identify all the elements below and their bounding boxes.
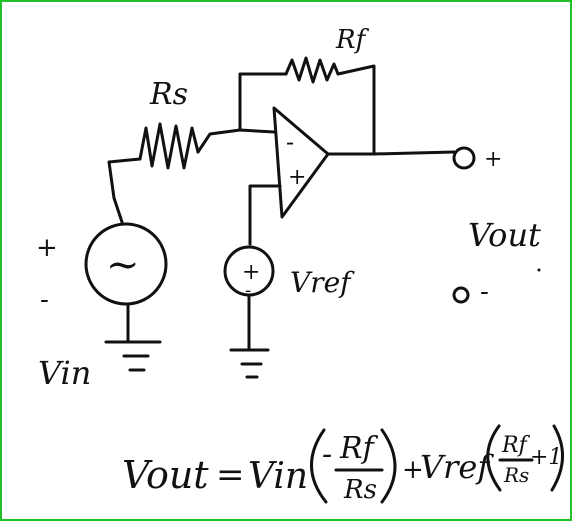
vref-plus-label: + (242, 260, 260, 285)
opamp-minus-label: - (286, 128, 294, 156)
vin-label: Vin (38, 354, 91, 392)
equation-term2-den: Rs (503, 463, 529, 487)
output-negative-terminal (452, 286, 470, 304)
equation-term1-num: Rf (339, 431, 379, 466)
rf-resistor-zigzag (284, 56, 340, 84)
equation-term1-sign: - (322, 437, 332, 472)
output-path (326, 146, 476, 170)
vin-source-symbol: ~ (106, 242, 140, 288)
equation-term2-add: +1 (530, 445, 562, 470)
paren-close-2 (550, 424, 564, 492)
equation-term2-var: Vref (420, 448, 494, 486)
out-minus-terminal-label: - (480, 277, 489, 307)
vref-minus-label: - (245, 280, 251, 301)
output-terminal (452, 146, 476, 170)
equation-plus: + (402, 455, 424, 485)
out-plus-terminal-label: + (484, 147, 502, 172)
vin-ground-icon (104, 340, 162, 372)
stray-dot (537, 268, 541, 272)
vref-label: Vref (290, 266, 355, 299)
paren-open-2 (486, 424, 502, 492)
paren-open-1 (310, 428, 328, 504)
input-path (107, 122, 276, 224)
equation-lhs: Vout (122, 453, 209, 497)
vref-ground-icon (229, 348, 270, 379)
equation-term1-var: Vin (248, 456, 308, 497)
vin-plus-label: + (36, 233, 58, 263)
equation-equals: = (216, 455, 245, 495)
vout-label: Vout (468, 216, 541, 254)
op-amp (272, 106, 330, 219)
rs-label: Rs (149, 77, 188, 112)
feedback-path (238, 56, 376, 156)
equation-term2-num: Rf (501, 433, 531, 458)
vref-source (223, 184, 282, 379)
vin-source-circle (84, 222, 168, 306)
rs-resistor-zigzag (138, 122, 200, 170)
paren-close-1 (380, 428, 397, 504)
opamp-plus-label: + (288, 165, 306, 190)
vin-minus-label: - (40, 285, 49, 315)
equation-term1-den: Rs (343, 475, 377, 505)
rf-label: Rf (335, 25, 370, 55)
vin-source (84, 222, 168, 372)
gain-equation: Vout = Vin - Rf Rs + Vref Rf Rs +1 (122, 424, 564, 505)
